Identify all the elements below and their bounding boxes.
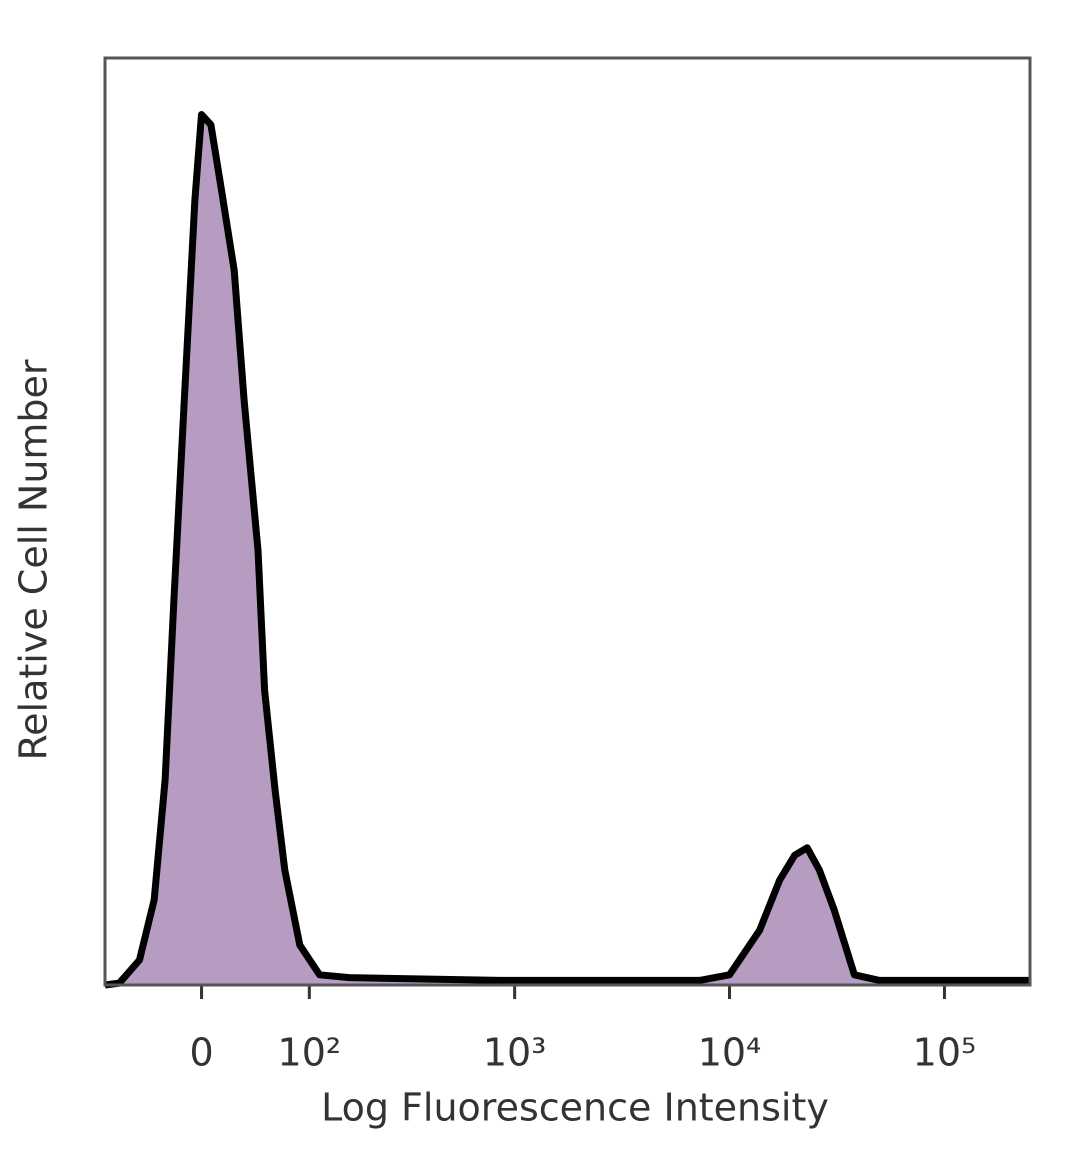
x-tick-label: 10⁵	[913, 1031, 977, 1075]
x-axis-label: Log Fluorescence Intensity	[321, 1086, 829, 1130]
histogram-line	[104, 111, 1030, 989]
y-axis-label: Relative Cell Number	[12, 359, 56, 760]
plot-frame	[103, 56, 1032, 987]
x-tick-label: 10²	[278, 1031, 342, 1075]
x-tick-label: 10⁴	[698, 1031, 762, 1075]
x-tick-label: 0	[189, 1031, 213, 1075]
x-tick-label: 10³	[483, 1031, 547, 1075]
histogram-fill	[105, 114, 1030, 985]
